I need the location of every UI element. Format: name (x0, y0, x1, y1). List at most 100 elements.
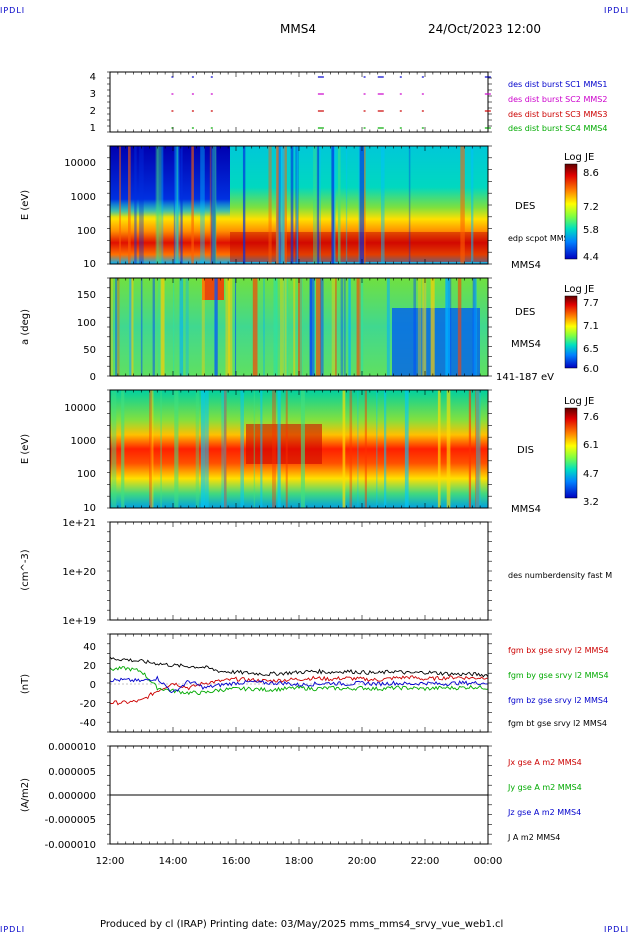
des-pitch-ytick-0: 0 (90, 372, 96, 383)
spectrogram-time-stripe (205, 390, 209, 508)
des-pitch-colorbar (564, 295, 578, 369)
density-legend: des numberdensity fast M (508, 571, 612, 580)
spectrogram-time-stripe (155, 146, 159, 264)
datetime-title: 24/Oct/2023 12:00 (428, 22, 542, 36)
spectrogram-time-stripe (280, 146, 285, 264)
spectrogram-time-stripe (360, 278, 364, 376)
burst-panel: 4 3 2 1 des dist burst SC1 MMS1 des dist… (90, 71, 607, 134)
des-pitch-colorbar-title: Log JE (564, 284, 594, 295)
spectrogram-time-stripe (160, 390, 162, 508)
fgm-ytick-40: 40 (83, 642, 96, 653)
x-tick-1600: 16:00 (222, 856, 251, 867)
density-frame (109, 521, 489, 621)
burst-legend-sc2: des dist burst SC2 MMS2 (508, 95, 607, 104)
spectrogram-time-stripe (408, 146, 411, 264)
footer-text: Produced by cl (IRAP) Printing date: 03/… (100, 919, 504, 930)
fgm-panel: 40 20 0 -20 -40 (nT) fgm bx gse srvy l2 … (20, 633, 609, 733)
des-energy-panel: 10000 1000 100 10 E (eV) DES edp scpot M… (20, 145, 599, 271)
spectrogram-time-stripe (457, 278, 462, 376)
spectrogram-time-stripe (296, 146, 298, 264)
dis-energy-ytick-100: 100 (77, 469, 96, 480)
spectrogram-time-stripe (309, 278, 315, 376)
spectrogram-time-stripe (180, 146, 183, 264)
dis-energy-ytick-1000: 1000 (71, 436, 96, 447)
spectrogram-time-stripe (260, 390, 263, 508)
spectrogram-time-stripe (195, 390, 199, 508)
density-ytick-1e20: 1e+20 (62, 567, 96, 578)
x-axis: 12:00 14:00 16:00 18:00 20:00 22:00 00:0… (96, 856, 503, 867)
burst-panel-frame (109, 71, 489, 133)
fgm-ytick-0: 0 (90, 680, 96, 691)
spectrogram-time-stripe (173, 278, 175, 376)
spectrogram-time-stripe (468, 390, 472, 508)
spectrogram-time-stripe (234, 278, 237, 376)
x-tick-1400: 14:00 (159, 856, 188, 867)
spectrogram-time-stripe (475, 390, 480, 508)
current-legend-j: J A m2 MMS4 (507, 833, 560, 842)
spectrogram-time-stripe (404, 390, 409, 508)
spectrogram-time-stripe (386, 278, 390, 376)
x-tick-0000: 00:00 (474, 856, 503, 867)
fgm-series-line (109, 675, 489, 706)
burst-legend-sc1: des dist burst SC1 MMS1 (508, 80, 607, 89)
fgm-legend-bt: fgm bt gse srvy l2 MMS4 (508, 719, 607, 728)
des-pitch-cbar-tick-3: 6.0 (583, 364, 599, 375)
current-legend-jx: Jx gse A m2 MMS4 (507, 758, 582, 767)
des-energy-cbar-tick-2: 5.8 (583, 225, 599, 236)
current-ylabel: (A/m2) (20, 778, 31, 812)
burst-ytick-2: 2 (90, 106, 96, 117)
spectrogram-time-stripe (384, 390, 387, 508)
spectrogram-time-stripe (179, 278, 184, 376)
des-pitch-label-energy: 141-187 eV (496, 372, 554, 383)
fgm-legend-bz: fgm bz gse srvy l2 MMS4 (508, 696, 608, 705)
spectrogram-time-stripe (176, 146, 178, 264)
spectrogram-time-stripe (115, 278, 118, 376)
des-energy-cbar-tick-1: 7.2 (583, 202, 599, 213)
spectrogram-time-stripe (342, 390, 346, 508)
spectrogram-time-stripe (335, 278, 337, 376)
spectrogram-time-stripe (290, 146, 294, 264)
spectrogram-time-stripe (357, 390, 359, 508)
density-ylabel: (cm^-3) (20, 549, 31, 590)
fgm-ytick-neg20: -20 (80, 699, 96, 710)
spectrogram-time-stripe (117, 278, 120, 376)
spectrogram-time-stripe (473, 278, 477, 376)
corner-label-bottom-left: IPDLI (0, 925, 26, 934)
des-pitch-red-patch (202, 278, 224, 300)
dis-energy-cbar-tick-2: 4.7 (583, 469, 599, 480)
spectrogram-time-stripe (131, 278, 134, 376)
dis-energy-label-mms4: MMS4 (511, 504, 541, 515)
spectrogram-time-stripe (209, 146, 212, 264)
spectrogram-time-stripe (282, 146, 287, 264)
spectrogram-time-stripe (253, 390, 256, 508)
corner-label-top-left: IPDLI (0, 6, 26, 15)
dis-energy-colorbar (564, 407, 578, 499)
spectrogram-time-stripe (263, 278, 265, 376)
spectrogram-time-stripe (128, 146, 131, 264)
spectrogram-time-stripe (110, 278, 114, 376)
spectrogram-time-stripe (299, 278, 303, 376)
spectrogram-time-stripe (381, 146, 385, 264)
des-pitch-ylabel: a (deg) (20, 309, 31, 345)
spectrogram-time-stripe (445, 278, 451, 376)
spectrogram-time-stripe (359, 146, 365, 264)
spectrogram-time-stripe (460, 146, 465, 264)
des-energy-ylabel: E (eV) (20, 190, 31, 220)
spectrogram-time-stripe (185, 278, 189, 376)
spectrogram-time-stripe (340, 278, 344, 376)
x-tick-2200: 22:00 (411, 856, 440, 867)
current-ytick-3: -0.000005 (45, 815, 96, 826)
spectrogram-time-stripe (152, 278, 155, 376)
burst-ytick-3: 3 (90, 89, 96, 100)
spectrogram-time-stripe (312, 278, 316, 376)
burst-legend-sc3: des dist burst SC3 MMS3 (508, 110, 607, 119)
des-pitch-label-des: DES (515, 307, 535, 318)
dis-energy-ytick-10: 10 (83, 503, 96, 514)
spectrogram-time-stripe (358, 146, 360, 264)
spectrogram-time-stripe (376, 390, 378, 508)
des-pitch-cbar-tick-1: 7.1 (583, 321, 599, 332)
spectrogram-time-stripe (313, 146, 318, 264)
spectrogram-time-stripe (111, 390, 117, 508)
spectrogram-time-stripe (309, 278, 313, 376)
